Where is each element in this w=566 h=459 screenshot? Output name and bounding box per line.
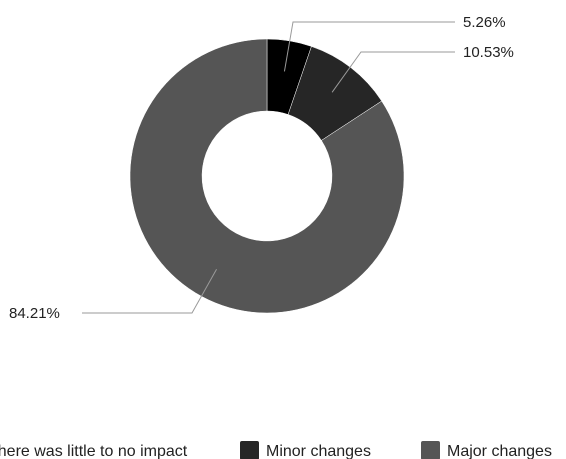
legend-item-there-was-little-to-no-impact[interactable]: There was little to no impact: [0, 443, 188, 459]
legend-label-there-was-little-to-no-impact: There was little to no impact: [0, 443, 188, 459]
leader-line-minor-changes: [331, 51, 455, 93]
legend-swatch-minor-changes: [240, 441, 259, 459]
legend-label-major-changes: Major changes: [447, 443, 552, 459]
legend-item-major-changes[interactable]: Major changes: [421, 441, 552, 459]
legend-label-minor-changes: Minor changes: [266, 443, 371, 459]
leader-line-major-changes: [82, 268, 217, 314]
value-label-major-changes: 84.21%: [9, 305, 60, 322]
leader-line-there-was-little-to-no-impact: [283, 21, 455, 72]
value-label-there-was-little-to-no-impact: 5.26%: [463, 14, 506, 31]
chart-legend: There was little to no impact Minor chang…: [0, 441, 552, 459]
slice-major-changes[interactable]: [129, 38, 405, 314]
leader-lines: [82, 21, 455, 314]
donut-slices: [129, 38, 405, 314]
legend-swatch-major-changes: [421, 441, 440, 459]
value-label-minor-changes: 10.53%: [463, 44, 514, 61]
value-labels: 5.26% 10.53% 84.21%: [9, 14, 514, 322]
legend-item-minor-changes[interactable]: Minor changes: [240, 441, 371, 459]
